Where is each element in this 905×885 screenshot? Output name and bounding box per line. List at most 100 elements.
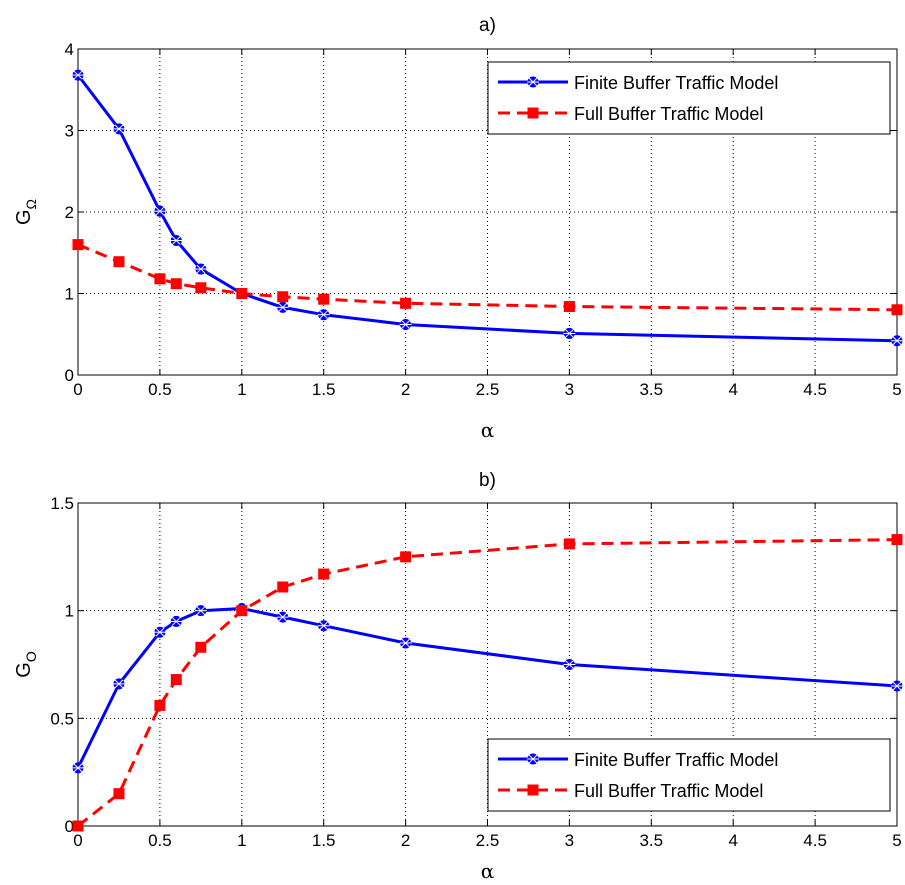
x-tick-label: 1.5 xyxy=(312,831,336,850)
marker-star xyxy=(565,329,574,338)
marker-star xyxy=(565,660,574,669)
x-tick-label: 0.5 xyxy=(148,831,172,850)
marker-star xyxy=(73,763,83,773)
y-axis-label-main: G xyxy=(13,209,35,225)
x-tick-label: 0.5 xyxy=(148,380,172,399)
x-tick-label: 4 xyxy=(728,831,737,850)
y-axis-label-subscript: O xyxy=(23,651,39,662)
data-point xyxy=(113,256,125,268)
y-tick-label: 1 xyxy=(65,285,74,304)
y-tick-label: 0 xyxy=(65,366,74,385)
x-tick-label: 4.5 xyxy=(803,380,827,399)
legend-item: Finite Buffer Traffic Model xyxy=(498,73,778,93)
marker-star xyxy=(171,236,181,245)
marker-star xyxy=(278,303,288,312)
marker-star xyxy=(401,638,410,648)
data-point xyxy=(72,762,84,774)
data-point xyxy=(113,788,125,800)
data-point xyxy=(891,335,903,347)
legend: Finite Buffer Traffic Model Full Buffer T… xyxy=(487,61,891,135)
y-tick-label: 1 xyxy=(65,602,74,621)
data-point xyxy=(236,605,248,617)
y-axis-label-text: GO xyxy=(13,651,39,678)
x-tick-label: 3.5 xyxy=(639,831,663,850)
data-point xyxy=(277,581,289,593)
data-point xyxy=(154,273,166,285)
data-point xyxy=(170,278,182,290)
legend-marker xyxy=(527,76,539,88)
y-tick-label: 4 xyxy=(65,40,74,59)
x-tick-label: 2.5 xyxy=(476,831,500,850)
y-tick-label: 2 xyxy=(65,203,74,222)
y-tick-label: 0.5 xyxy=(50,709,74,728)
data-point xyxy=(399,637,412,649)
x-tick-label: 0 xyxy=(73,831,82,850)
y-axis-label: GΩ xyxy=(13,199,39,225)
legend-marker xyxy=(527,753,539,765)
legend-label: Full Buffer Traffic Model xyxy=(574,104,763,124)
data-point xyxy=(317,620,330,632)
x-axis-label: α xyxy=(481,859,495,883)
x-tick-label: 5 xyxy=(892,831,901,850)
legend-box xyxy=(487,61,891,135)
data-point xyxy=(112,123,125,135)
data-point xyxy=(72,820,84,832)
x-tick-label: 1 xyxy=(237,831,246,850)
data-point xyxy=(318,293,330,305)
x-tick-label: 3.5 xyxy=(639,380,663,399)
y-axis-label-main: G xyxy=(13,662,35,678)
legend-marker xyxy=(527,107,539,119)
x-tick-label: 2 xyxy=(401,380,410,399)
marker-star xyxy=(278,612,288,622)
marker-star xyxy=(319,621,329,631)
legend-label: Full Buffer Traffic Model xyxy=(574,781,763,801)
x-tick-label: 1 xyxy=(237,380,246,399)
data-point xyxy=(72,69,84,81)
data-point xyxy=(194,605,207,617)
data-point xyxy=(276,611,289,623)
legend-item: Full Buffer Traffic Model xyxy=(498,104,763,124)
data-point xyxy=(72,239,84,251)
data-point xyxy=(563,538,575,550)
x-tick-label: 5 xyxy=(892,380,901,399)
chart-title: a) xyxy=(479,15,496,36)
x-tick-label: 4.5 xyxy=(803,831,827,850)
data-point xyxy=(195,641,207,653)
y-tick-label: 1.5 xyxy=(50,494,74,513)
x-tick-label: 2 xyxy=(401,831,410,850)
data-point xyxy=(236,288,248,299)
data-point xyxy=(153,205,166,217)
data-point xyxy=(112,678,125,690)
data-point xyxy=(891,534,903,546)
legend-box xyxy=(487,738,891,812)
marker-star xyxy=(114,679,124,689)
x-tick-label: 0 xyxy=(73,380,82,399)
marker-star xyxy=(528,77,538,87)
legend-label: Finite Buffer Traffic Model xyxy=(574,750,778,770)
marker-star xyxy=(73,70,83,80)
data-point xyxy=(277,291,289,303)
data-point xyxy=(195,282,207,294)
marker-star xyxy=(401,320,410,329)
x-tick-label: 1.5 xyxy=(312,380,336,399)
data-point xyxy=(891,304,903,316)
data-point xyxy=(400,297,412,309)
marker-star xyxy=(155,627,165,637)
x-tick-label: 3 xyxy=(565,380,574,399)
data-point xyxy=(317,309,330,321)
data-point xyxy=(170,615,183,627)
x-tick-label: 3 xyxy=(565,831,574,850)
marker-star xyxy=(196,264,206,274)
data-point xyxy=(563,327,576,339)
series-1 xyxy=(72,239,903,316)
marker-star xyxy=(319,310,329,320)
panel-a: 0 0.5 1 1.5 2 2.5 3 3.5 4 4.5 5 0 1 2 3 4 a) α GΩ Finite Bu… xyxy=(13,15,903,442)
data-point xyxy=(399,318,412,330)
chart-title: b) xyxy=(479,470,496,491)
series-1 xyxy=(72,534,903,832)
y-axis-label-subscript: Ω xyxy=(23,199,39,209)
marker-star xyxy=(114,124,124,134)
data-point xyxy=(276,301,289,313)
marker-star xyxy=(528,754,538,764)
